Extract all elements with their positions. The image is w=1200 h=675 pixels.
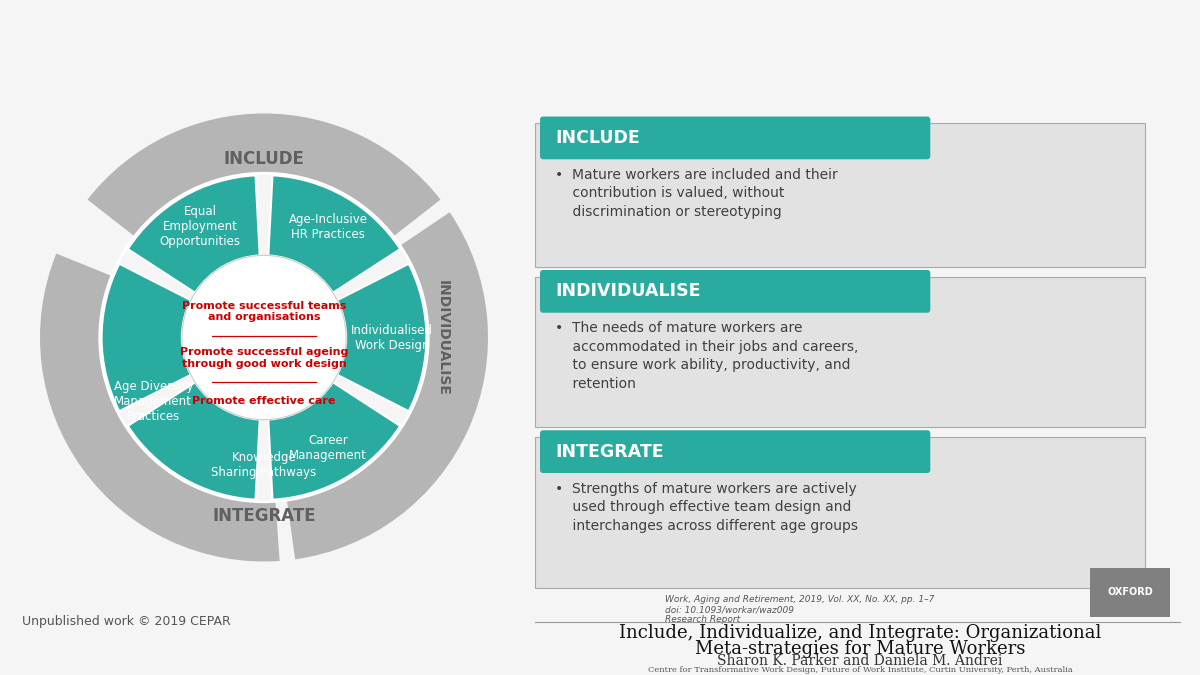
Wedge shape <box>127 176 259 293</box>
FancyBboxPatch shape <box>1090 568 1170 617</box>
Text: INDIVIDUALISE: INDIVIDUALISE <box>554 282 701 300</box>
Text: to ensure work ability, productivity, and: to ensure work ability, productivity, an… <box>554 358 851 373</box>
Text: •  Strengths of mature workers are actively: • Strengths of mature workers are active… <box>554 482 857 495</box>
Text: Age-Inclusive
HR Practices: Age-Inclusive HR Practices <box>288 213 367 241</box>
Wedge shape <box>287 212 488 560</box>
Wedge shape <box>88 113 440 236</box>
Wedge shape <box>269 176 401 293</box>
Text: Meta-strategies for Mature Workers: Meta-strategies for Mature Workers <box>695 640 1025 658</box>
Text: INCLUDE: INCLUDE <box>223 150 305 168</box>
FancyBboxPatch shape <box>540 270 930 313</box>
Text: Knowledge
Sharing Pathways: Knowledge Sharing Pathways <box>211 452 317 479</box>
Text: Age Diversity
Management
Practices: Age Diversity Management Practices <box>114 380 193 423</box>
Text: interchanges across different age groups: interchanges across different age groups <box>554 518 858 533</box>
FancyBboxPatch shape <box>535 437 1145 588</box>
FancyBboxPatch shape <box>540 117 930 159</box>
Text: INCLUDE: INCLUDE <box>554 129 640 147</box>
Text: accommodated in their jobs and careers,: accommodated in their jobs and careers, <box>554 340 858 354</box>
Text: Career
Management: Career Management <box>289 434 367 462</box>
Text: Promote effective care: Promote effective care <box>192 396 336 406</box>
Text: OXFORD: OXFORD <box>1108 587 1153 597</box>
FancyBboxPatch shape <box>535 124 1145 267</box>
FancyBboxPatch shape <box>540 430 930 473</box>
Text: Sharon K. Parker and Daniela M. Andrei: Sharon K. Parker and Daniela M. Andrei <box>718 653 1003 668</box>
Text: contribution is valued, without: contribution is valued, without <box>554 186 785 200</box>
Text: Include, Individualize, and Integrate: Organizational: Include, Individualize, and Integrate: O… <box>619 624 1102 643</box>
Text: Work, Aging and Retirement, 2019, Vol. XX, No. XX, pp. 1–7: Work, Aging and Retirement, 2019, Vol. X… <box>665 595 935 604</box>
Wedge shape <box>269 382 401 500</box>
Wedge shape <box>337 264 426 411</box>
Text: discrimination or stereotyping: discrimination or stereotyping <box>554 205 781 219</box>
Text: Centre for Transformative Work Design, Future of Work Institute, Curtin Universi: Centre for Transformative Work Design, F… <box>648 666 1073 674</box>
Text: retention: retention <box>554 377 636 391</box>
Text: Research Report: Research Report <box>665 615 740 624</box>
Text: Equal
Employment
Opportunities: Equal Employment Opportunities <box>160 205 240 248</box>
Wedge shape <box>127 382 259 500</box>
FancyBboxPatch shape <box>535 277 1145 427</box>
Text: Individualised
Work Design: Individualised Work Design <box>350 323 433 352</box>
Text: Promote successful teams
and organisations: Promote successful teams and organisatio… <box>182 300 346 322</box>
Text: INDIVIDUALISE: INDIVIDUALISE <box>436 279 450 396</box>
Text: Promote successful ageing
through good work design: Promote successful ageing through good w… <box>180 347 348 369</box>
Wedge shape <box>102 264 191 411</box>
Circle shape <box>182 255 346 420</box>
Text: •  The needs of mature workers are: • The needs of mature workers are <box>554 321 803 335</box>
Text: doi: 10.1093/workar/waz009: doi: 10.1093/workar/waz009 <box>665 605 794 614</box>
Text: INTEGRATE: INTEGRATE <box>212 507 316 525</box>
Text: used through effective team design and: used through effective team design and <box>554 500 851 514</box>
Wedge shape <box>40 254 280 562</box>
Text: •  Mature workers are included and their: • Mature workers are included and their <box>554 168 838 182</box>
Text: Unpublished work © 2019 CEPAR: Unpublished work © 2019 CEPAR <box>22 615 230 628</box>
Text: INTEGRATE: INTEGRATE <box>554 443 664 460</box>
